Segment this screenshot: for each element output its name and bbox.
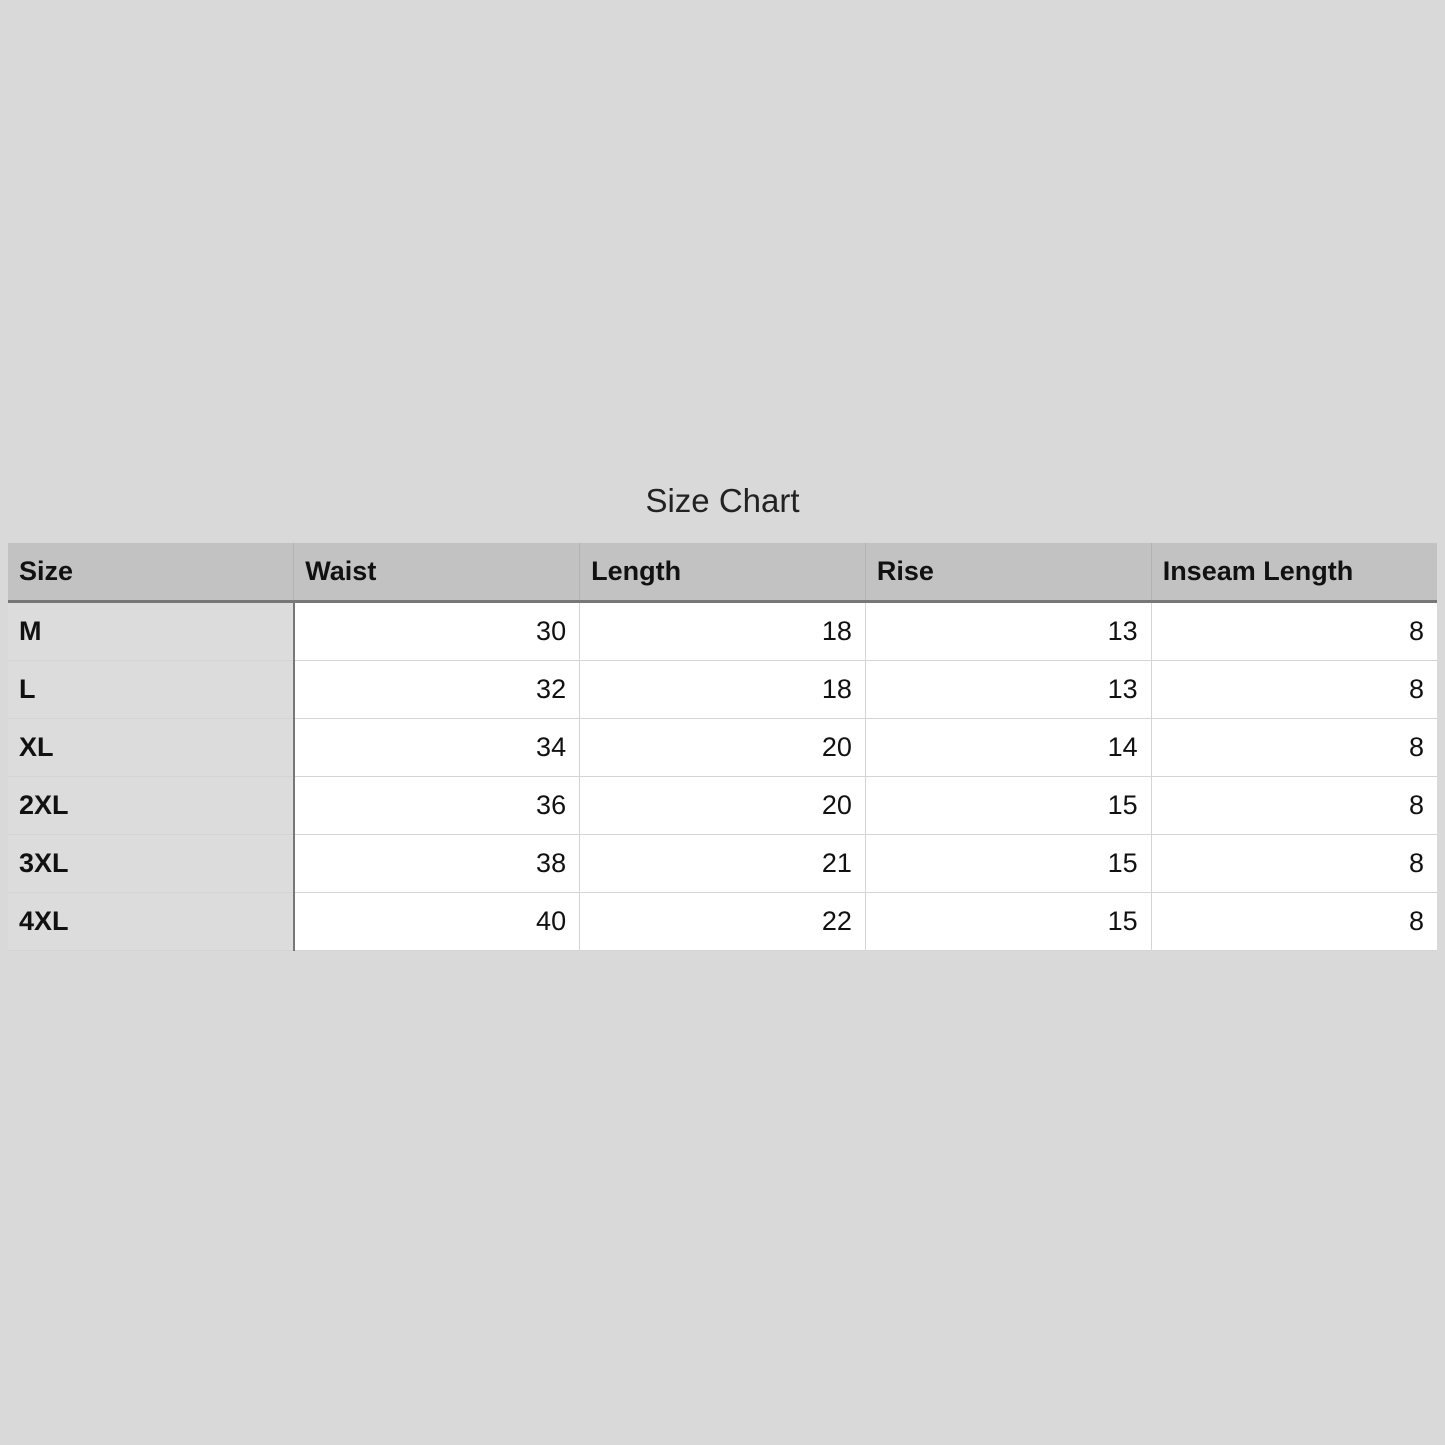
cell-waist: 38 bbox=[293, 834, 581, 893]
cell-rise: 15 bbox=[864, 834, 1152, 893]
cell-inseam-length: 8 bbox=[1150, 601, 1437, 661]
cell-rise: 13 bbox=[864, 601, 1152, 661]
cell-inseam-length: 8 bbox=[1150, 718, 1437, 777]
cell-waist: 32 bbox=[293, 660, 581, 719]
table-row: L 32 18 13 8 bbox=[8, 660, 1437, 719]
cell-rise: 14 bbox=[864, 718, 1152, 777]
header-rise: Rise bbox=[864, 543, 1152, 603]
cell-size: 4XL bbox=[8, 892, 295, 951]
cell-length: 22 bbox=[579, 892, 866, 951]
cell-length: 21 bbox=[579, 834, 866, 893]
cell-size: M bbox=[8, 601, 295, 661]
header-waist: Waist bbox=[293, 543, 580, 603]
cell-rise: 15 bbox=[864, 892, 1152, 951]
cell-size: XL bbox=[8, 718, 295, 777]
header-row: Size Waist Length Rise Inseam Length bbox=[8, 543, 1437, 603]
cell-length: 18 bbox=[579, 601, 866, 661]
cell-rise: 15 bbox=[864, 776, 1152, 835]
cell-inseam-length: 8 bbox=[1150, 834, 1437, 893]
cell-waist: 34 bbox=[293, 718, 581, 777]
table-row: 2XL 36 20 15 8 bbox=[8, 776, 1437, 835]
cell-waist: 40 bbox=[293, 892, 581, 951]
header-size: Size bbox=[8, 543, 294, 603]
cell-waist: 36 bbox=[293, 776, 581, 835]
cell-waist: 30 bbox=[293, 601, 581, 661]
cell-inseam-length: 8 bbox=[1150, 892, 1437, 951]
size-chart-table: Size Waist Length Rise Inseam Length M 30… bbox=[8, 543, 1437, 951]
table-row: 3XL 38 21 15 8 bbox=[8, 834, 1437, 893]
cell-size: 2XL bbox=[8, 776, 295, 835]
cell-rise: 13 bbox=[864, 660, 1152, 719]
chart-title: Size Chart bbox=[645, 482, 800, 519]
cell-inseam-length: 8 bbox=[1150, 776, 1437, 835]
table-row: XL 34 20 14 8 bbox=[8, 718, 1437, 777]
table-row: M 30 18 13 8 bbox=[8, 601, 1437, 661]
cell-inseam-length: 8 bbox=[1150, 660, 1437, 719]
table-row: 4XL 40 22 15 8 bbox=[8, 892, 1437, 951]
header-length: Length bbox=[579, 543, 866, 603]
cell-length: 18 bbox=[579, 660, 866, 719]
cell-size: L bbox=[8, 660, 295, 719]
cell-length: 20 bbox=[579, 776, 866, 835]
header-inseam-length: Inseam Length bbox=[1150, 543, 1437, 603]
cell-length: 20 bbox=[579, 718, 866, 777]
cell-size: 3XL bbox=[8, 834, 295, 893]
